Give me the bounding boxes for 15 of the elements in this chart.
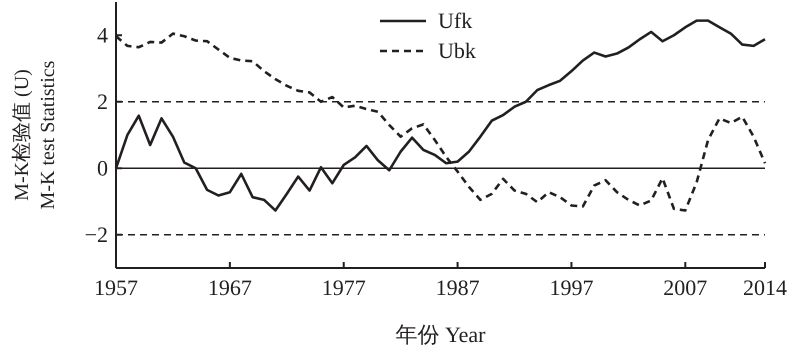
x-axis-title: 年份 Year — [395, 322, 486, 347]
legend-label: Ubk — [438, 38, 476, 63]
x-tick-label: 2014 — [743, 275, 787, 300]
x-tick-label: 2007 — [663, 275, 708, 300]
legend-label: Ufk — [438, 8, 472, 33]
y-tick-label: 2 — [97, 88, 108, 114]
x-tick-label: 1987 — [436, 275, 480, 300]
x-tick-label: 1967 — [208, 275, 252, 300]
x-tick-label: 1957 — [94, 275, 138, 300]
x-tick-label: 1977 — [322, 275, 366, 300]
x-tick-label: 1997 — [549, 275, 594, 300]
y-axis-title: M-K检验值 (U) M-K test Statistics — [11, 60, 59, 210]
y-tick-label: 4 — [97, 22, 108, 48]
y-tick-label: −2 — [84, 222, 108, 247]
y-tick-label: 0 — [97, 155, 108, 180]
